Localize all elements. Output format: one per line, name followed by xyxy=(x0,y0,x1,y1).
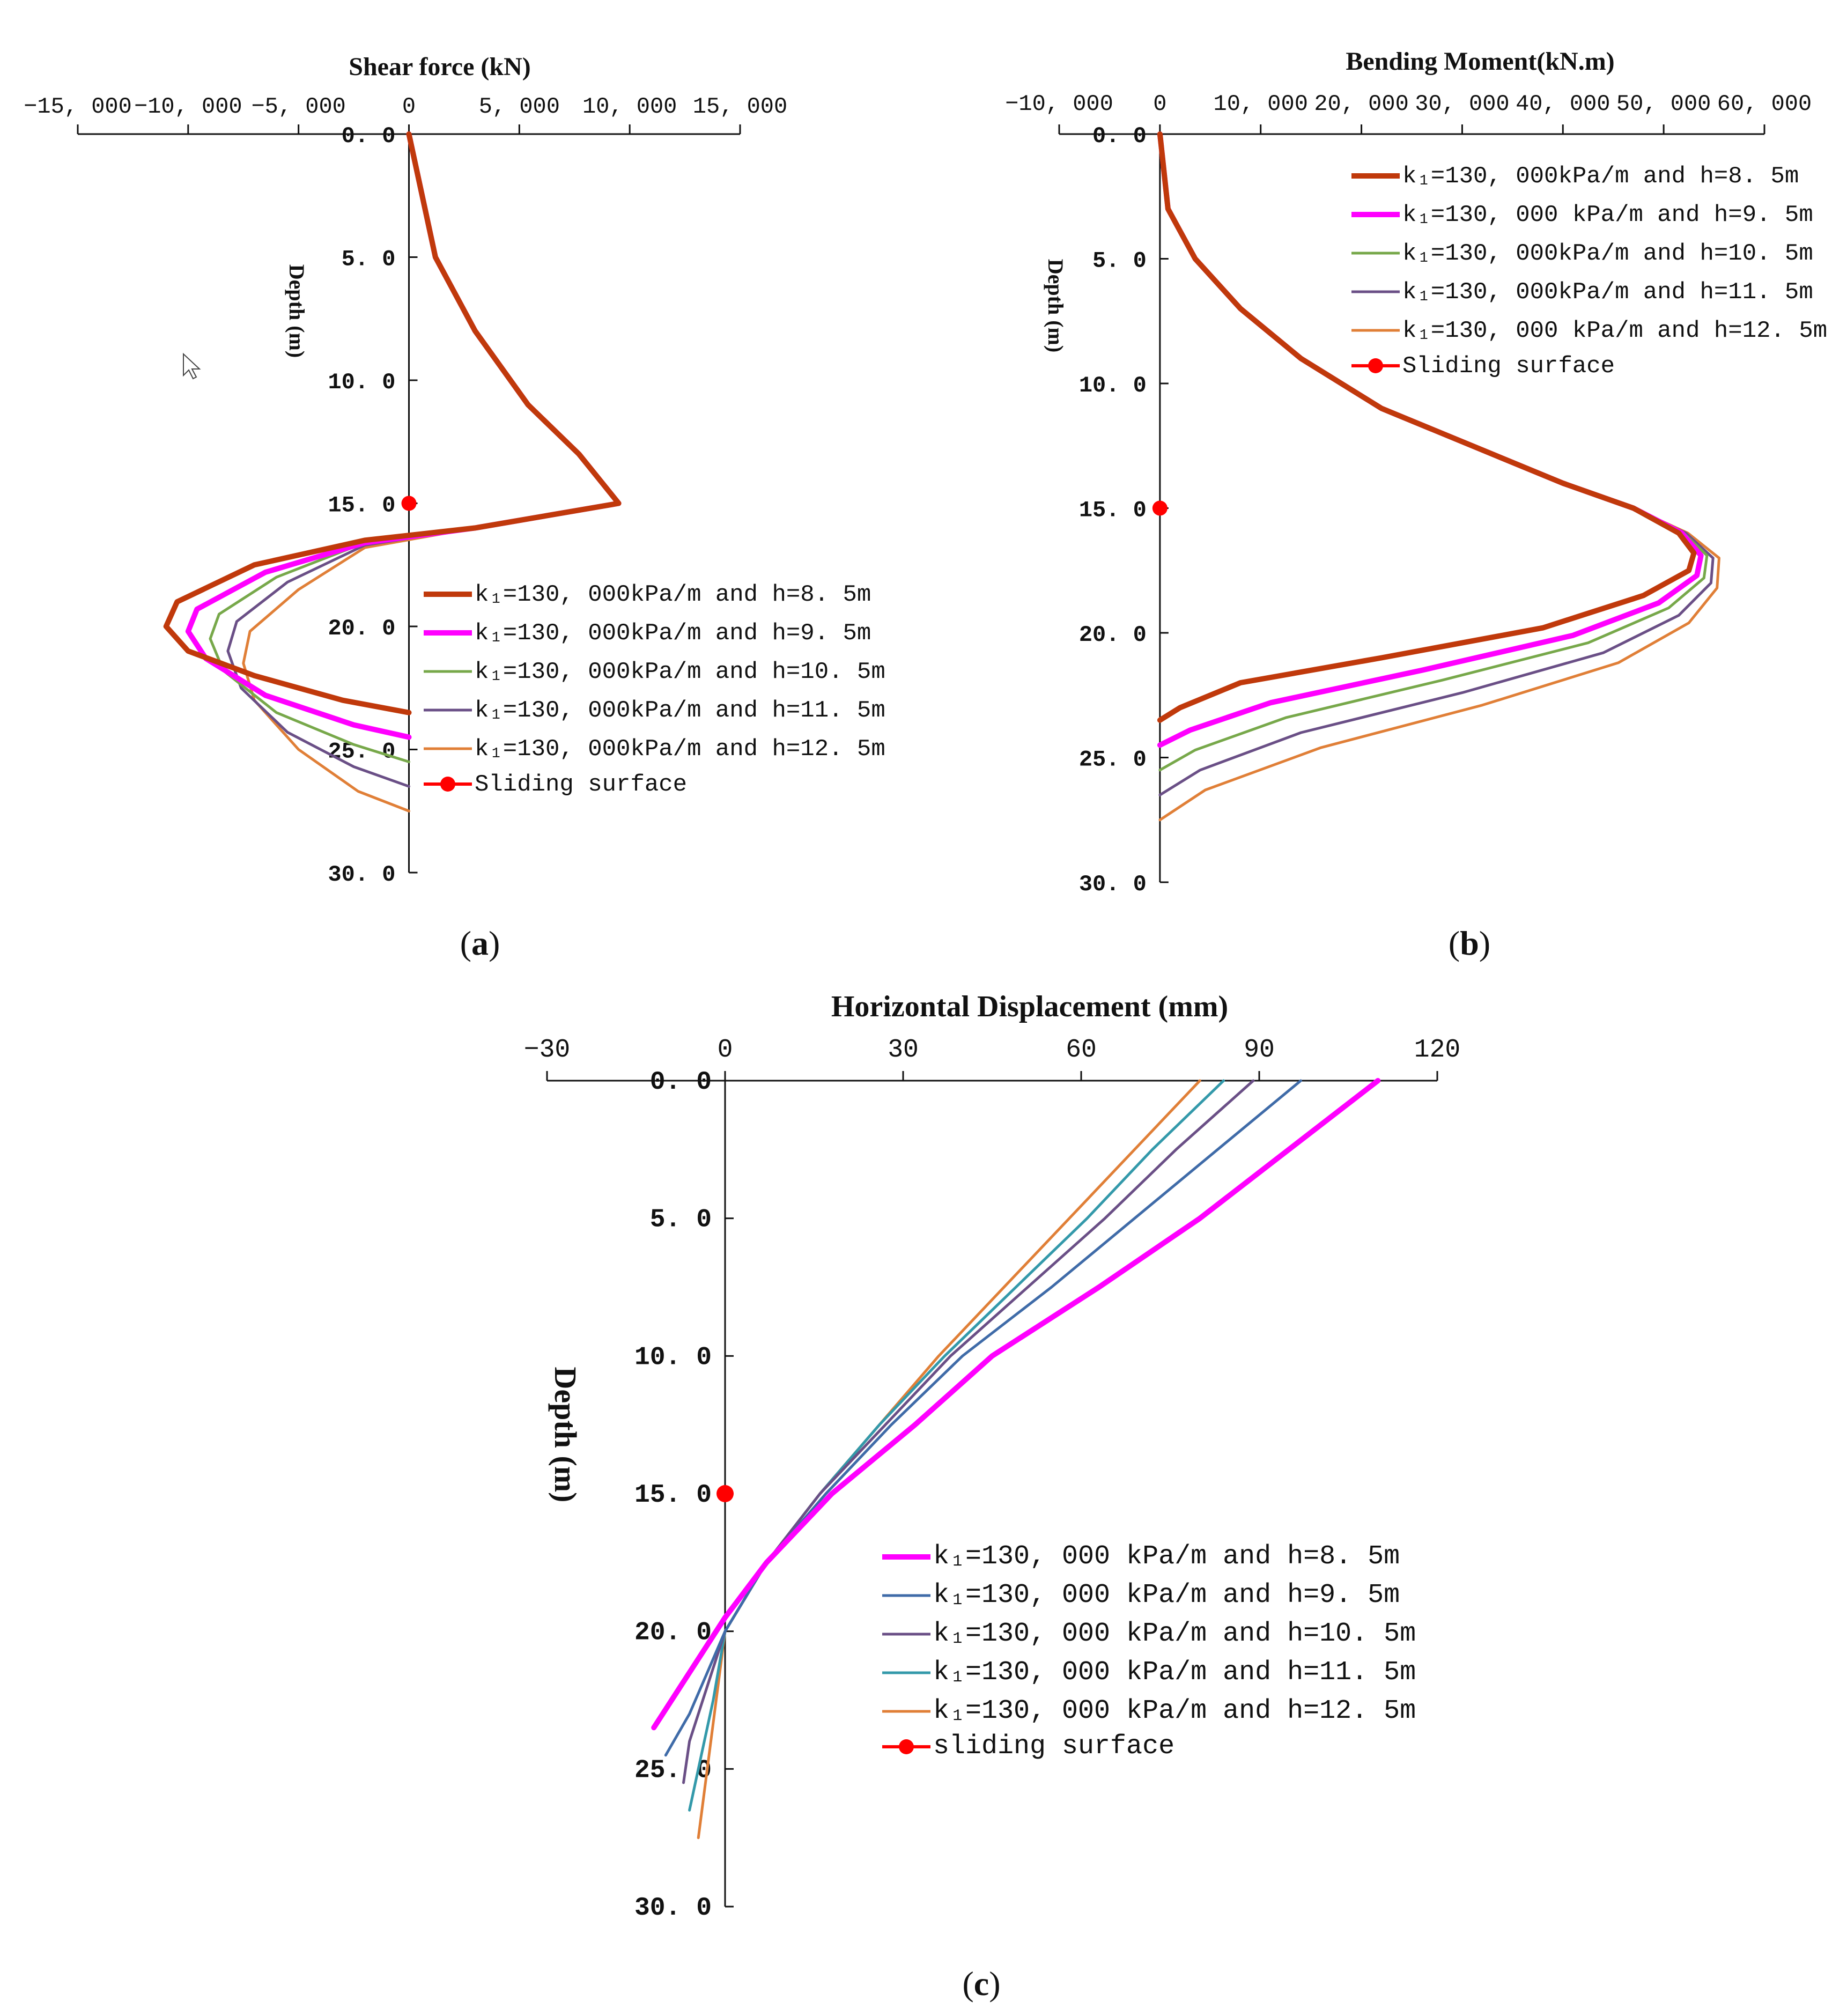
cursor-icon xyxy=(183,352,201,380)
y-tick-label: 30. 0 xyxy=(1079,872,1147,897)
legend: k₁=130, 000kPa/m and h=8. 5m k₁=130, 000k… xyxy=(424,581,885,798)
legend-label: k₁=130, 000 kPa/m and h=9. 5m xyxy=(1402,202,1813,228)
series-line-3 xyxy=(682,1079,1255,1784)
y-axis-label: Depth (m) xyxy=(1044,259,1068,352)
x-tick-label: −10, 000 xyxy=(1005,91,1113,117)
chart-title: Horizontal Displacement (mm) xyxy=(831,990,1228,1023)
y-tick-label: 5. 0 xyxy=(342,247,396,272)
x-tick-label: −10, 000 xyxy=(134,94,242,120)
series-line-1 xyxy=(651,1078,1381,1731)
y-tick-label: 5. 0 xyxy=(1092,248,1147,274)
legend-label: k₁=130, 000kPa/m and h=12. 5m xyxy=(475,736,885,763)
x-tick-label: 60 xyxy=(1066,1036,1097,1065)
series-line-5 xyxy=(1158,132,1720,822)
chart-title: Shear force (kN) xyxy=(349,53,531,81)
sliding-surface-marker xyxy=(716,1485,734,1502)
series-line-4 xyxy=(226,132,620,788)
series-line-2 xyxy=(664,1079,1302,1757)
chart-c: Horizontal Displacement (mm) −30 0 30 60 90 12… xyxy=(524,990,1460,2003)
y-tick-label: 15. 0 xyxy=(1079,498,1147,523)
legend-label: k₁=130, 000 kPa/m and h=8. 5m xyxy=(933,1541,1400,1572)
series-line-3 xyxy=(1158,132,1709,772)
legend-marker xyxy=(899,1739,914,1754)
y-tick-label: 20. 0 xyxy=(1079,622,1147,648)
legend-label: k₁=130, 000 kPa/m and h=12. 5m xyxy=(1402,317,1827,344)
legend-label: k₁=130, 000 kPa/m and h=11. 5m xyxy=(933,1657,1416,1688)
legend-marker xyxy=(1368,358,1383,373)
y-tick-label: 15. 0 xyxy=(634,1481,712,1510)
legend-label: k₁=130, 000kPa/m and h=10. 5m xyxy=(1402,240,1813,267)
x-tick-label: 90 xyxy=(1244,1036,1275,1065)
legend-label: sliding surface xyxy=(933,1731,1174,1762)
y-tick-label: 0. 0 xyxy=(1092,123,1147,149)
legend-label: k₁=130, 000kPa/m and h=8. 5m xyxy=(475,581,871,608)
legend-label: k₁=130, 000 kPa/m and h=9. 5m xyxy=(933,1580,1400,1611)
panel-caption-letter: c xyxy=(974,1965,989,2003)
legend-marker xyxy=(440,777,455,792)
series-line-1 xyxy=(163,131,622,715)
x-tick-label: −30 xyxy=(524,1036,570,1065)
y-tick-label: 25. 0 xyxy=(328,739,395,765)
chart-b: Bending Moment(kN.m) −10, 000 0 10, 000 20, … xyxy=(1005,47,1827,962)
y-tick-label: 0. 0 xyxy=(342,123,396,149)
legend-label: k₁=130, 000kPa/m and h=10. 5m xyxy=(475,659,885,685)
y-tick-label: 10. 0 xyxy=(1079,373,1147,398)
y-tick-label: 30. 0 xyxy=(634,1894,712,1923)
x-tick-label: −5, 000 xyxy=(251,94,345,120)
sliding-surface-marker xyxy=(401,496,417,511)
y-axis-label: Depth (m) xyxy=(285,264,309,358)
legend-label: k₁=130, 000kPa/m and h=8. 5m xyxy=(1402,163,1799,190)
y-tick-label: 20. 0 xyxy=(634,1619,712,1648)
x-tick-label: −15, 000 xyxy=(24,94,132,120)
panel-caption: (c) xyxy=(962,1965,1000,2003)
series-line-4 xyxy=(688,1079,1225,1812)
x-tick-label: 5, 000 xyxy=(479,94,560,120)
y-tick-label: 10. 0 xyxy=(634,1343,712,1372)
panel-caption: (b) xyxy=(1449,924,1490,962)
legend-label: k₁=130, 000 kPa/m and h=12. 5m xyxy=(933,1696,1416,1726)
x-tick-label: 10, 000 xyxy=(1213,91,1307,117)
x-tick-label: 20, 000 xyxy=(1314,91,1408,117)
y-tick-label: 30. 0 xyxy=(328,862,395,888)
y-tick-label: 15. 0 xyxy=(328,493,395,519)
series-line-1 xyxy=(1157,131,1697,723)
x-tick-label: 0 xyxy=(1153,91,1166,117)
y-tick-label: 10. 0 xyxy=(328,370,395,395)
x-tick-label: 0 xyxy=(718,1036,733,1065)
legend-label: k₁=130, 000kPa/m and h=9. 5m xyxy=(475,620,871,647)
y-tick-label: 20. 0 xyxy=(328,616,395,641)
x-tick-label: 50, 000 xyxy=(1616,91,1711,117)
x-tick-label: 10, 000 xyxy=(582,94,677,120)
sliding-surface-marker xyxy=(1152,500,1168,516)
x-tick-label: 30, 000 xyxy=(1415,91,1509,117)
panel-caption-letter: a xyxy=(471,924,489,962)
chart-a: Shear force (kN) −15, 000 −10, 000 −5, 000 0… xyxy=(24,53,885,962)
x-tick-label: 40, 000 xyxy=(1516,91,1610,117)
chart-title: Bending Moment(kN.m) xyxy=(1346,47,1614,76)
y-axis-label: Depth (m) xyxy=(548,1367,583,1503)
legend: k₁=130, 000kPa/m and h=8. 5m k₁=130, 000 … xyxy=(1351,163,1827,380)
legend-label: Sliding surface xyxy=(1402,353,1615,380)
legend-label: k₁=130, 000kPa/m and h=11. 5m xyxy=(1402,279,1813,306)
x-tick-label: 15, 000 xyxy=(693,94,787,120)
y-tick-label: 25. 0 xyxy=(1079,747,1147,773)
x-tick-label: 120 xyxy=(1414,1036,1460,1065)
x-tick-label: 30 xyxy=(888,1036,919,1065)
legend: k₁=130, 000 kPa/m and h=8. 5m k₁=130, 000… xyxy=(882,1541,1416,1762)
series-line-4 xyxy=(1158,132,1715,796)
y-tick-label: 5. 0 xyxy=(650,1206,712,1235)
x-tick-label: 0 xyxy=(402,94,416,120)
legend-label: k₁=130, 000 kPa/m and h=10. 5m xyxy=(933,1619,1416,1649)
panel-caption-letter: b xyxy=(1460,924,1479,962)
x-tick-label: 60, 000 xyxy=(1717,91,1812,117)
panel-caption: (a) xyxy=(460,924,500,962)
legend-label: k₁=130, 000kPa/m and h=11. 5m xyxy=(475,697,885,724)
legend-label: Sliding surface xyxy=(475,771,687,798)
y-tick-label: 0. 0 xyxy=(650,1068,712,1097)
